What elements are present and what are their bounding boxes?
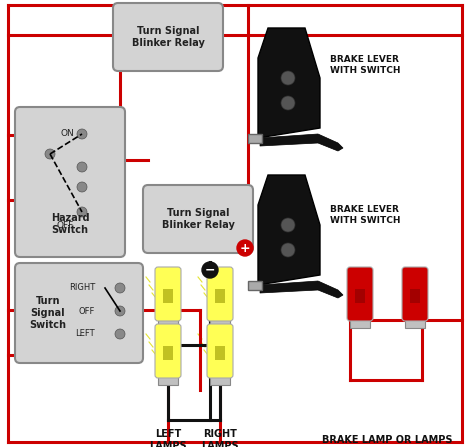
Circle shape: [45, 149, 55, 159]
Text: Turn Signal
Blinker Relay: Turn Signal Blinker Relay: [132, 26, 204, 48]
FancyBboxPatch shape: [248, 134, 262, 143]
Text: BRAKE LEVER
WITH SWITCH: BRAKE LEVER WITH SWITCH: [330, 205, 401, 225]
FancyBboxPatch shape: [163, 346, 173, 360]
Circle shape: [281, 218, 295, 232]
Circle shape: [115, 306, 125, 316]
FancyBboxPatch shape: [410, 289, 420, 303]
FancyBboxPatch shape: [248, 281, 262, 290]
Text: ON: ON: [60, 130, 74, 139]
Polygon shape: [258, 28, 320, 138]
Text: OFF: OFF: [79, 307, 95, 316]
Circle shape: [281, 243, 295, 257]
FancyBboxPatch shape: [355, 289, 365, 303]
Text: Turn
Signal
Switch: Turn Signal Switch: [29, 296, 66, 329]
Polygon shape: [260, 134, 343, 151]
Polygon shape: [260, 281, 343, 298]
FancyBboxPatch shape: [210, 318, 230, 328]
Circle shape: [77, 129, 87, 139]
FancyBboxPatch shape: [350, 318, 370, 328]
FancyBboxPatch shape: [215, 289, 225, 303]
FancyBboxPatch shape: [158, 318, 178, 328]
FancyBboxPatch shape: [15, 263, 143, 363]
Text: −: −: [205, 263, 215, 277]
Text: RIGHT
LAMPS: RIGHT LAMPS: [201, 429, 239, 447]
Text: OFF: OFF: [57, 222, 74, 231]
Circle shape: [77, 182, 87, 192]
Circle shape: [77, 207, 87, 217]
Text: Turn Signal
Blinker Relay: Turn Signal Blinker Relay: [162, 208, 235, 230]
Text: LEFT: LEFT: [75, 329, 95, 338]
Circle shape: [202, 262, 218, 278]
FancyBboxPatch shape: [207, 324, 233, 378]
FancyBboxPatch shape: [155, 267, 181, 321]
FancyBboxPatch shape: [155, 324, 181, 378]
Circle shape: [77, 162, 87, 172]
Circle shape: [281, 96, 295, 110]
FancyBboxPatch shape: [405, 318, 425, 328]
FancyBboxPatch shape: [15, 107, 125, 257]
FancyBboxPatch shape: [347, 267, 373, 321]
FancyBboxPatch shape: [113, 3, 223, 71]
Circle shape: [237, 240, 253, 256]
FancyBboxPatch shape: [163, 289, 173, 303]
FancyBboxPatch shape: [210, 375, 230, 385]
Text: +: +: [240, 241, 250, 254]
FancyBboxPatch shape: [215, 346, 225, 360]
Text: Hazard
Switch: Hazard Switch: [51, 213, 89, 235]
FancyBboxPatch shape: [207, 267, 233, 321]
Text: BRAKE LEVER
WITH SWITCH: BRAKE LEVER WITH SWITCH: [330, 55, 401, 75]
FancyBboxPatch shape: [143, 185, 253, 253]
Text: RIGHT: RIGHT: [69, 283, 95, 292]
Text: BRAKE LAMP OR LAMPS: BRAKE LAMP OR LAMPS: [322, 435, 452, 445]
Polygon shape: [258, 175, 320, 285]
FancyBboxPatch shape: [402, 267, 428, 321]
FancyBboxPatch shape: [158, 375, 178, 385]
Circle shape: [115, 329, 125, 339]
Circle shape: [115, 283, 125, 293]
Circle shape: [281, 71, 295, 85]
Text: LEFT
LAMPS: LEFT LAMPS: [149, 429, 187, 447]
